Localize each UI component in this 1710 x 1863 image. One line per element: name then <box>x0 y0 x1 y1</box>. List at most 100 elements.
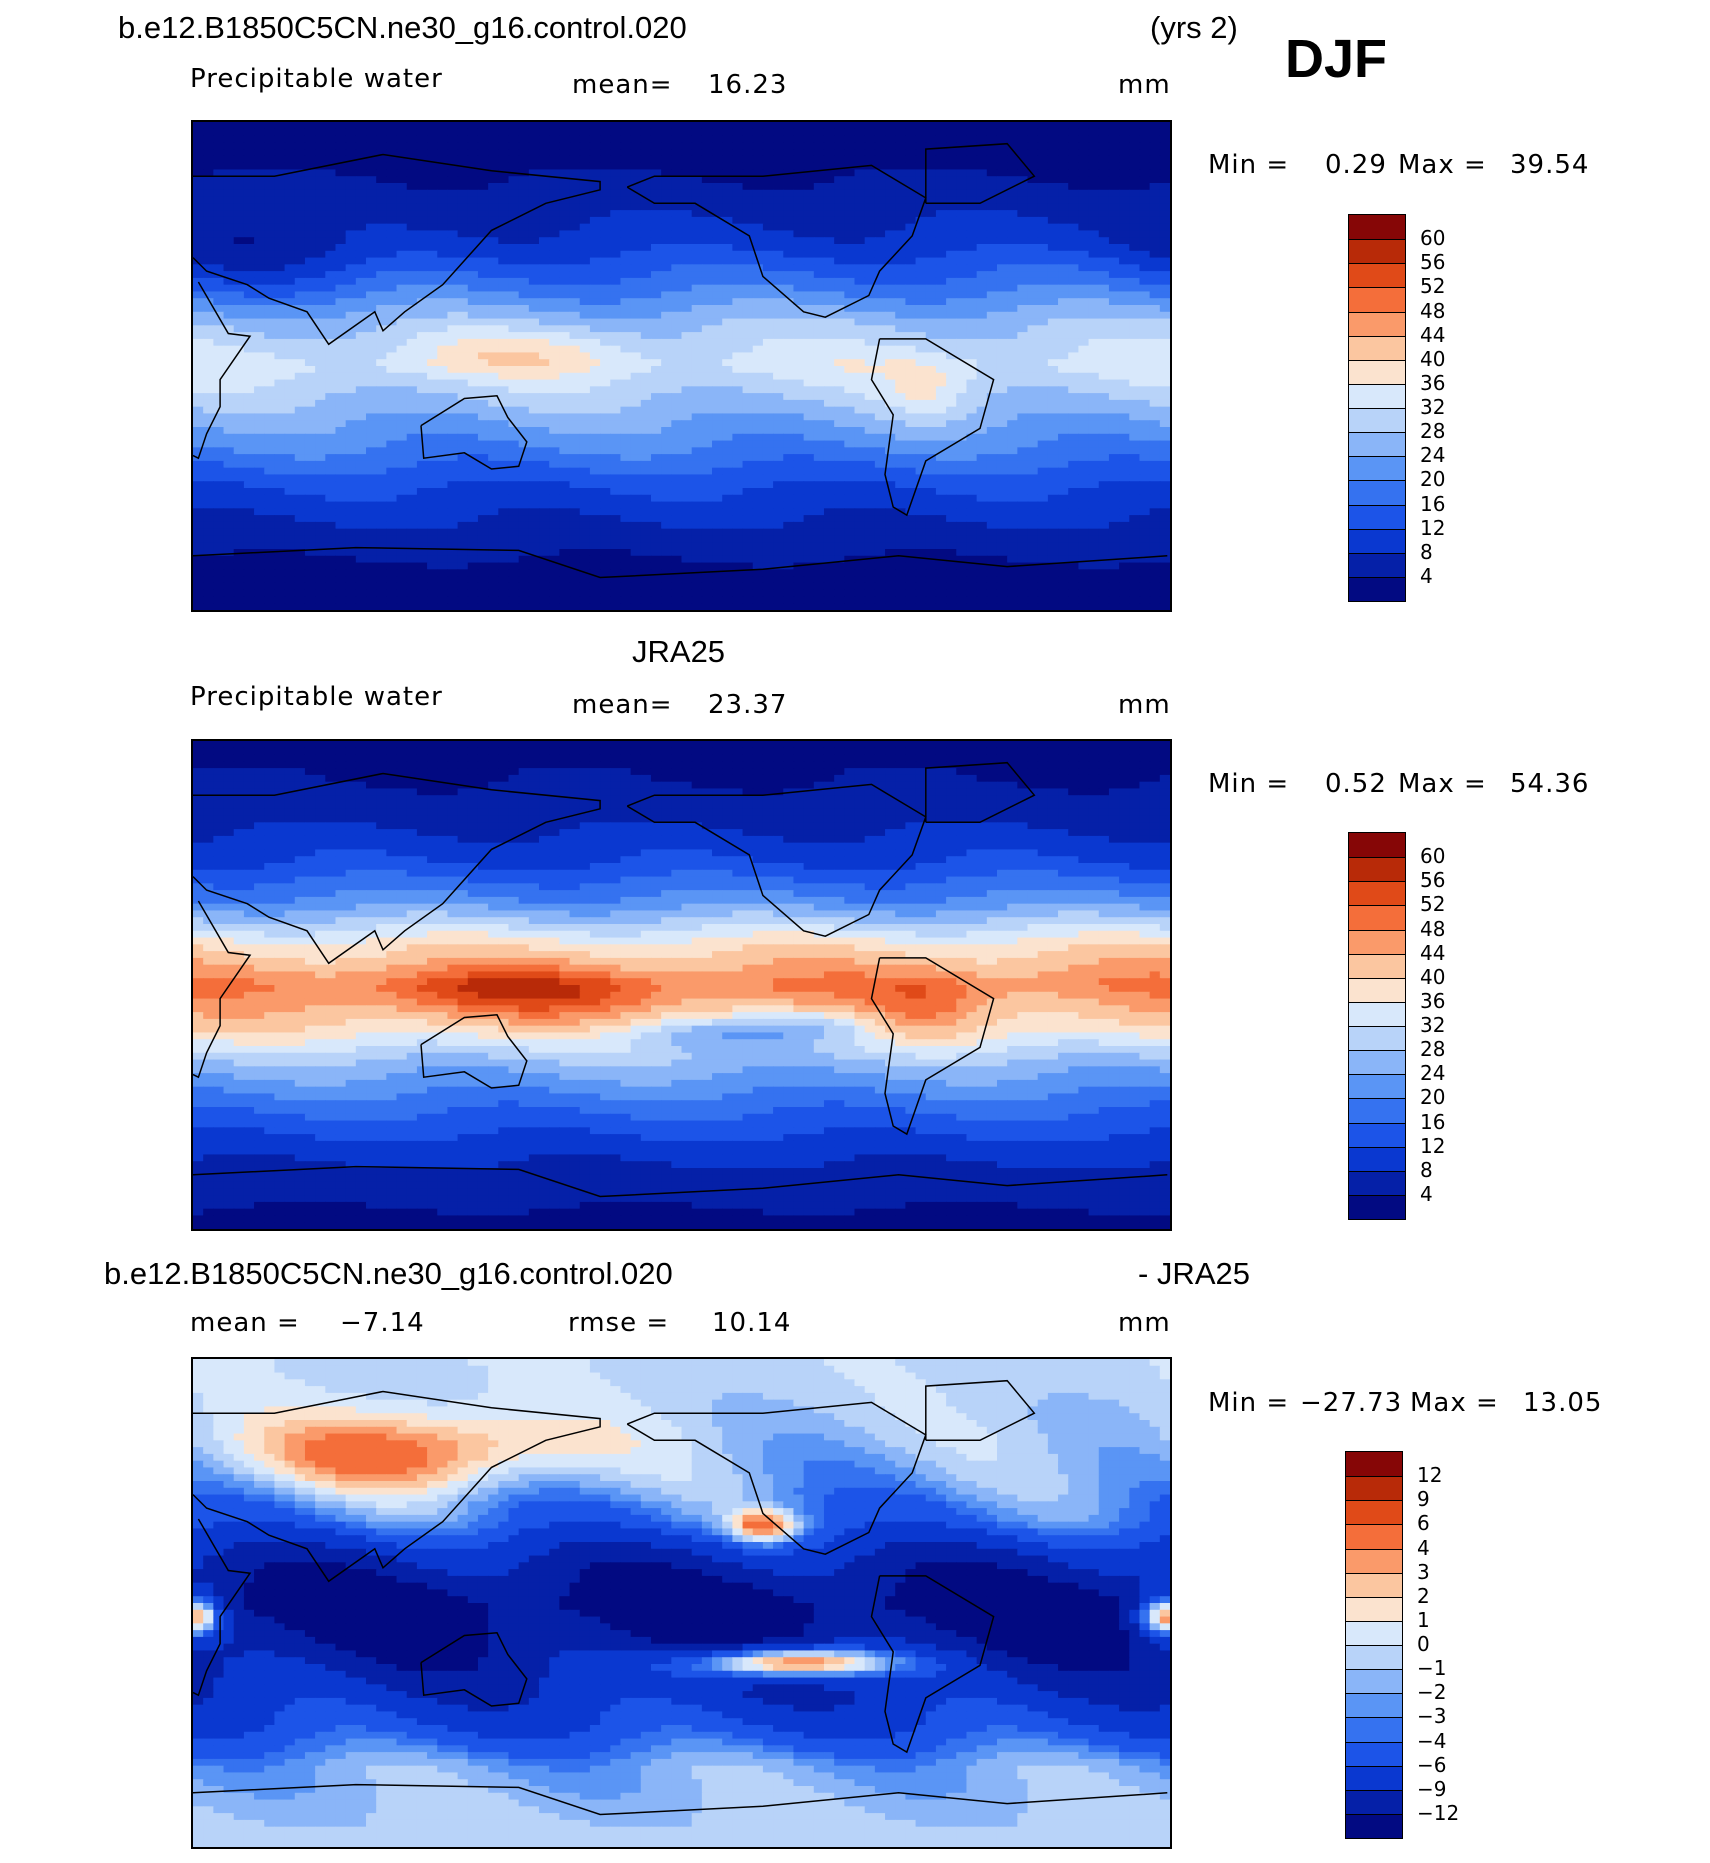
field-cell <box>1007 406 1018 415</box>
field-cell <box>539 366 550 374</box>
field-cell <box>203 386 214 394</box>
field-cell <box>508 162 520 171</box>
field-cell <box>203 155 214 164</box>
field-cell <box>304 237 316 245</box>
field-cell <box>681 379 693 387</box>
field-cell <box>854 169 866 177</box>
field-cell <box>315 420 326 428</box>
field-cell <box>773 277 784 286</box>
field-cell <box>539 359 550 367</box>
field-cell <box>467 169 479 177</box>
field-cell <box>416 447 428 455</box>
field-cell <box>864 230 876 238</box>
field-cell <box>691 332 703 340</box>
field-cell <box>1119 271 1130 279</box>
field-cell <box>640 352 652 360</box>
field-cell <box>874 128 886 137</box>
field-cell <box>681 332 693 340</box>
field-cell <box>885 291 896 299</box>
field-cell <box>722 176 733 184</box>
field-cell <box>915 257 927 265</box>
field-cell <box>671 467 683 476</box>
field-cell <box>539 128 550 137</box>
field-cell <box>457 454 469 462</box>
field-cell <box>752 454 764 462</box>
field-cell <box>1139 440 1151 448</box>
field-cell <box>518 250 530 259</box>
field-cell <box>1139 223 1151 232</box>
field-cell <box>874 345 886 354</box>
field-cell <box>264 460 276 469</box>
field-cell <box>1047 142 1059 150</box>
field-cell <box>610 366 622 374</box>
field-cell <box>386 467 398 476</box>
field-cell <box>834 406 845 415</box>
field-cell <box>386 399 398 408</box>
field-cell <box>681 311 693 320</box>
field-cell <box>874 257 886 265</box>
field-cell <box>661 386 672 394</box>
field-cell <box>742 311 754 320</box>
field-cell <box>803 122 815 130</box>
field-cell <box>294 379 306 387</box>
field-cell <box>681 427 693 435</box>
field-cell <box>712 203 723 211</box>
field-cell <box>1129 149 1141 157</box>
field-cell <box>366 447 377 455</box>
field-cell <box>457 122 469 130</box>
field-cell <box>712 311 723 320</box>
field-cell <box>610 162 622 171</box>
field-cell <box>427 155 438 164</box>
field-cell <box>1058 155 1069 164</box>
field-cell <box>589 338 601 347</box>
field-cell <box>1017 460 1029 469</box>
field-cell <box>1159 135 1170 143</box>
field-cell <box>610 264 622 272</box>
field-cell <box>264 128 276 137</box>
field-cell <box>620 122 632 130</box>
field-cell <box>1139 393 1151 401</box>
field-cell <box>366 271 377 279</box>
field-cell <box>661 183 672 191</box>
field-cell <box>1027 372 1039 381</box>
field-cell <box>579 447 591 455</box>
field-cell <box>233 467 245 476</box>
field-cell <box>742 244 754 252</box>
field-cell <box>203 264 214 272</box>
field-cell <box>325 128 337 137</box>
field-cell <box>996 162 1008 171</box>
field-cell <box>661 237 672 245</box>
field-cell <box>355 183 367 191</box>
field-cell <box>193 298 204 306</box>
field-cell <box>773 271 784 279</box>
field-cell <box>539 291 550 299</box>
field-cell <box>213 427 225 435</box>
field-cell <box>885 216 896 225</box>
field-cell <box>1078 440 1090 448</box>
field-cell <box>895 427 906 435</box>
field-cell <box>803 318 815 326</box>
field-cell <box>345 311 357 320</box>
field-cell <box>376 196 387 204</box>
field-cell <box>457 406 469 415</box>
field-cell <box>498 467 510 476</box>
field-cell <box>935 399 947 408</box>
field-cell <box>742 332 754 340</box>
field-cell <box>885 277 896 286</box>
field-cell <box>966 183 978 191</box>
field-cell <box>874 433 886 442</box>
field-cell <box>956 311 968 320</box>
field-cell <box>661 305 672 313</box>
field-cell <box>376 162 387 171</box>
field-cell <box>895 393 906 401</box>
field-cell <box>956 128 968 137</box>
field-cell <box>1007 149 1018 157</box>
field-cell <box>528 216 540 225</box>
field-cell <box>1159 230 1170 238</box>
field-cell <box>915 467 927 476</box>
field-cell <box>243 128 255 137</box>
field-cell <box>732 298 744 306</box>
field-cell <box>691 318 703 326</box>
field-cell <box>539 284 550 293</box>
field-cell <box>243 257 255 265</box>
